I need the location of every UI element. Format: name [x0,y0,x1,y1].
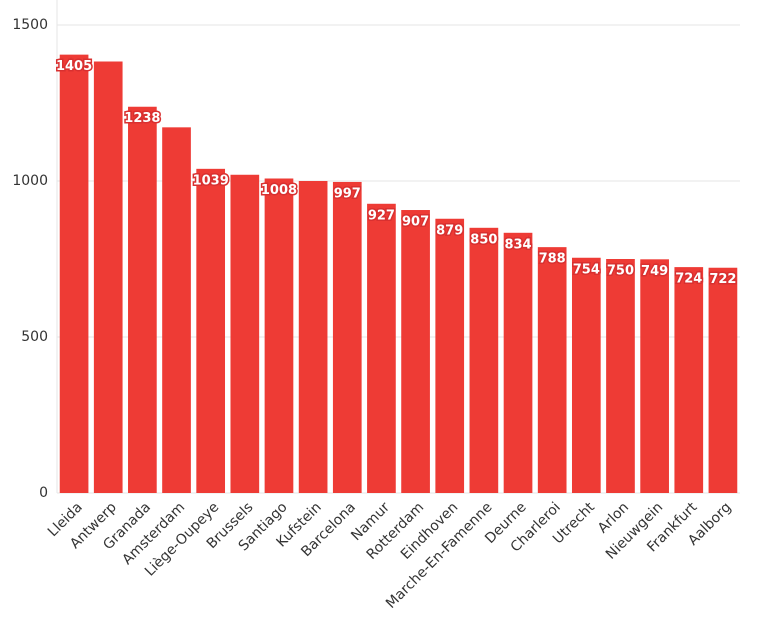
bar [401,210,430,494]
value-label: 927 [368,208,395,223]
value-label: 788 [539,252,566,267]
bar [298,181,328,493]
value-label: 879 [436,223,463,238]
bar [674,267,704,493]
bar [708,267,738,493]
y-tick-label: 0 [39,485,48,501]
y-tick-label: 1000 [12,173,48,189]
bar [332,181,362,493]
bar [264,178,294,493]
bar [606,259,635,493]
bar [503,232,533,494]
value-label: 1008 [261,183,297,198]
bar [196,168,226,493]
bar [128,106,157,493]
y-tick-label: 500 [21,329,48,345]
bar [59,54,89,493]
value-label: 750 [607,264,634,279]
bar [571,257,601,493]
bar [230,174,260,493]
value-label: 907 [402,215,429,230]
value-label: 1238 [124,111,160,126]
value-label: 754 [573,262,600,277]
value-label: 850 [470,232,497,247]
value-label: 834 [504,237,531,252]
bar [435,218,465,493]
value-label: 724 [675,272,702,287]
value-label: 1405 [56,59,92,74]
bar [367,203,396,493]
value-label: 1039 [193,173,229,188]
bar [93,61,123,494]
bar [640,259,669,493]
value-label: 722 [709,272,736,287]
bar [537,247,567,493]
value-label: 749 [641,264,668,279]
bar [162,127,191,493]
y-tick-label: 1500 [12,17,48,33]
bar [469,227,499,494]
value-label: 997 [334,186,361,201]
